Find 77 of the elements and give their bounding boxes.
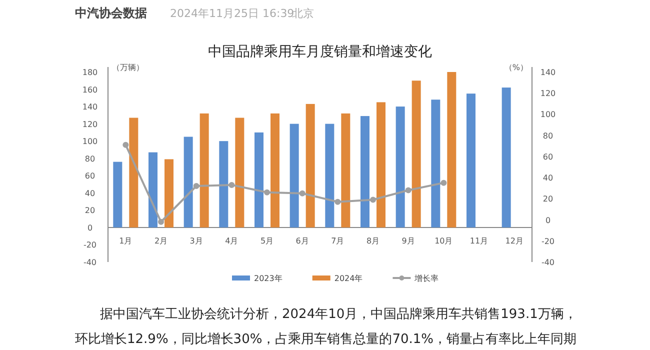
x-tick-label: 5月: [260, 236, 274, 246]
point: [228, 182, 235, 188]
legend-label: 2024年: [334, 274, 363, 283]
y2-tick-label: 40: [542, 174, 554, 183]
bar: [184, 136, 193, 228]
bar: [431, 100, 440, 228]
text: 据中国汽车工业协会统计分析，2024年10月，中国品牌乘用车共销售193.1万辆，: [100, 307, 577, 322]
y-tick-label: 60: [84, 172, 96, 181]
bar: [325, 124, 334, 228]
text: 中汽协会数据: [75, 6, 147, 20]
point: [334, 198, 341, 205]
y-tick-label: -40: [83, 258, 97, 267]
x-tick-label: 4月: [225, 236, 238, 246]
bar: [200, 113, 209, 228]
bar: [396, 106, 405, 228]
point: [405, 187, 412, 194]
x-tick-label: 2月: [154, 236, 168, 246]
bar: [502, 88, 511, 228]
point: [193, 183, 200, 189]
point: [299, 190, 306, 196]
text: 2024年11月25日 16:39: [170, 7, 294, 20]
bar: [129, 118, 138, 228]
x-tick-label: 3月: [190, 236, 203, 246]
bar: [447, 72, 456, 228]
bar: [164, 159, 174, 228]
y-tick-label: 180: [82, 68, 98, 77]
text: 环比增长12.9%，同比增长30%，占乘用车销售总量的70.1%，销量占有率比上年同期: [75, 331, 576, 347]
bar: [466, 94, 476, 228]
x-tick-label: 11月: [470, 236, 488, 246]
point: [264, 189, 270, 196]
bar: [290, 124, 299, 228]
point: [158, 218, 164, 225]
legend-label: 增长率: [414, 274, 439, 283]
bar: [270, 113, 280, 228]
point: [370, 196, 376, 203]
bar: [148, 152, 158, 228]
y-tick-label: 160: [82, 85, 98, 94]
y-tick-label: 20: [84, 206, 96, 216]
y2-tick-label: 60: [542, 152, 554, 162]
y2-tick-label: 140: [540, 68, 556, 77]
y2-axis-title: （%）: [504, 63, 528, 72]
bar: [341, 113, 350, 228]
x-tick-label: 10月: [434, 236, 453, 246]
y2-tick-label: 20: [542, 194, 554, 204]
x-tick-label: 7月: [331, 236, 344, 246]
bar: [219, 141, 228, 228]
y2-tick-label: 120: [540, 89, 556, 98]
bar: [360, 116, 370, 228]
bar: [254, 132, 264, 228]
point: [440, 180, 447, 186]
chart-title: 中国品牌乘用车月度销量和增速变化: [208, 44, 432, 60]
bar: [376, 102, 386, 228]
y-tick-label: 80: [84, 154, 96, 164]
y2-tick-label: 0: [545, 216, 551, 225]
y-tick-label: 140: [82, 102, 98, 112]
point: [122, 142, 129, 148]
y-tick-label: 120: [82, 120, 98, 129]
y2-tick-label: 80: [542, 131, 554, 140]
x-tick-label: 1月: [119, 236, 132, 246]
text: 北京: [292, 7, 314, 20]
y-tick-label: -20: [83, 240, 97, 250]
y-tick-label: 0: [87, 223, 93, 232]
x-tick-label: 9月: [402, 236, 415, 246]
y-tick-label: 40: [84, 188, 96, 198]
y2-tick-label: -20: [541, 236, 555, 246]
x-tick-label: 6月: [296, 236, 309, 246]
x-tick-label: 12月: [505, 236, 524, 246]
y-tick-label: 100: [82, 137, 98, 146]
legend-label: 2023年: [254, 274, 282, 283]
y2-tick-label: 100: [540, 110, 556, 120]
bar: [113, 162, 122, 228]
bar: [306, 104, 315, 228]
y-axis-title: （万辆）: [112, 63, 144, 72]
bar: [412, 80, 421, 228]
bar: [235, 118, 244, 228]
y2-tick-label: -40: [541, 258, 555, 267]
x-tick-label: 8月: [366, 236, 380, 246]
